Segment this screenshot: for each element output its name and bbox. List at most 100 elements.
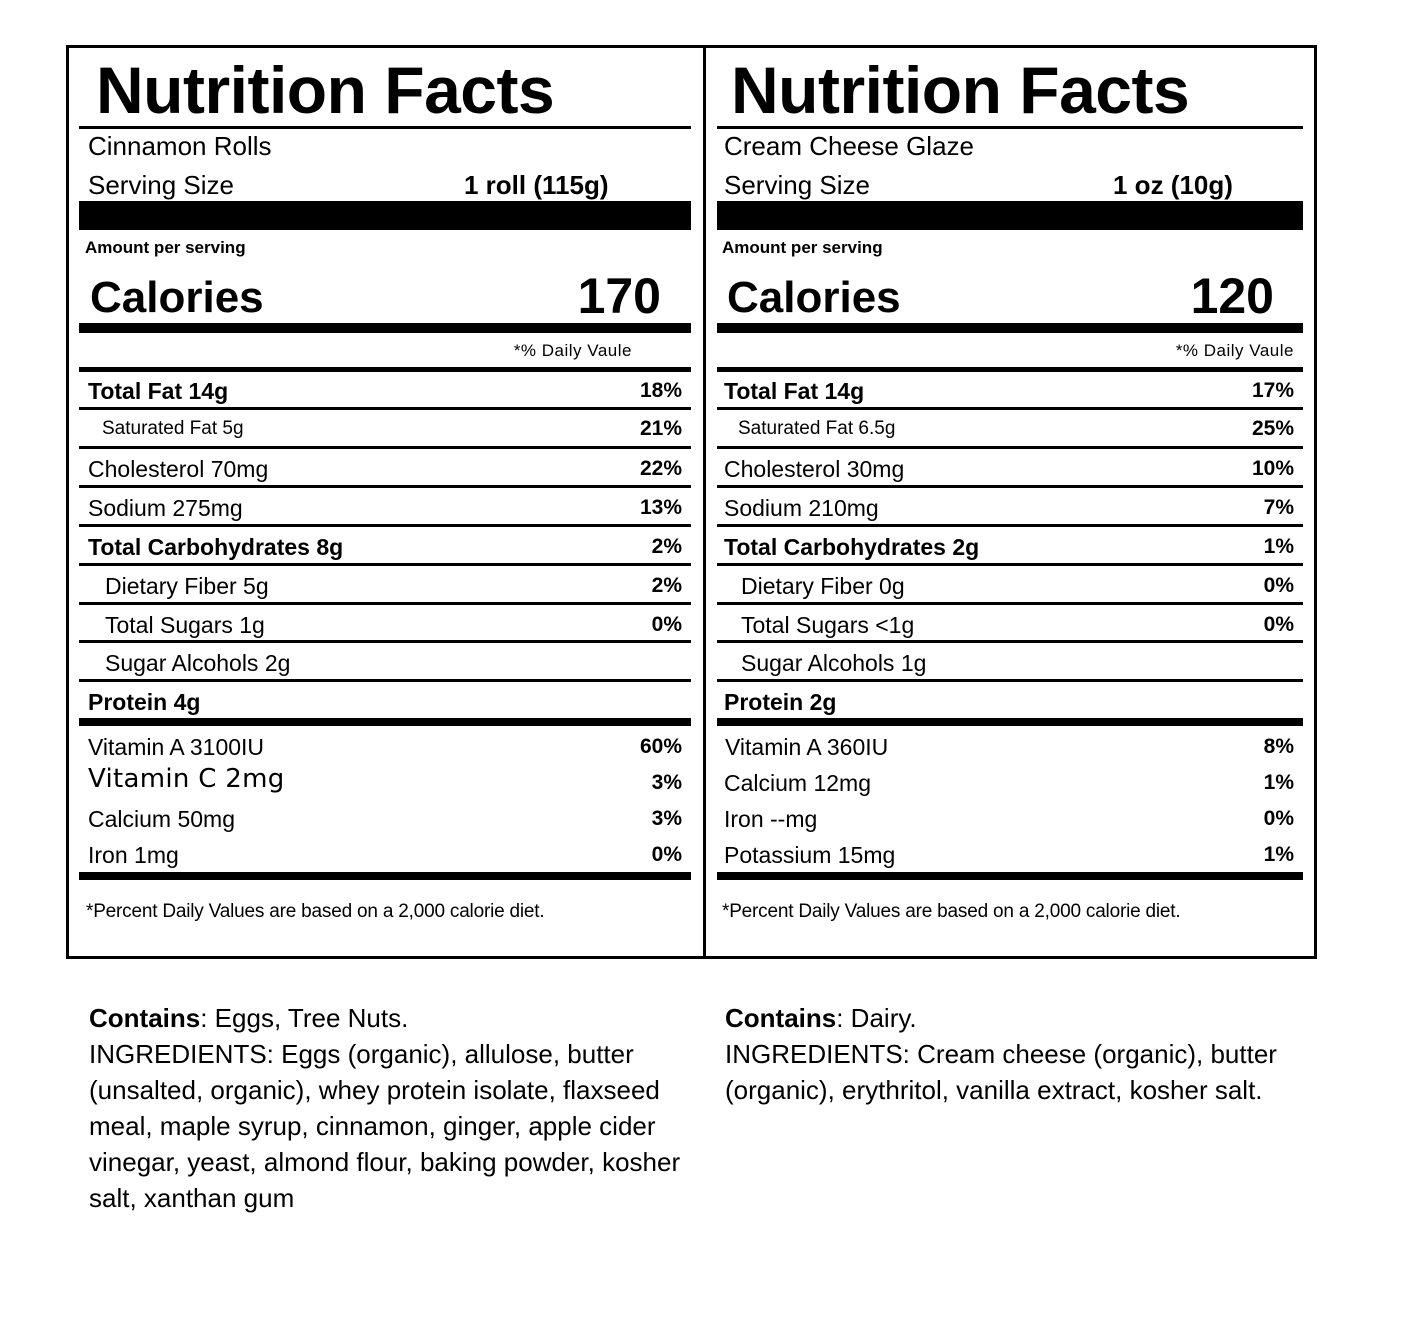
contains-value: : Eggs, Tree Nuts.	[200, 1003, 409, 1033]
ingredients-text: INGREDIENTS: Eggs (organic), allulose, b…	[89, 1039, 681, 1213]
nutrient-percent: 2%	[651, 535, 682, 558]
nutrient-label: Saturated Fat 5g	[102, 418, 244, 439]
nutrient-percent: 13%	[639, 496, 682, 519]
nutrient-percent: 0%	[651, 613, 682, 636]
calories-rule	[79, 323, 691, 333]
divider-line	[717, 679, 1303, 682]
contains-label: Contains	[725, 1003, 837, 1033]
vitamin-row: Calcium 12mg 1%	[717, 764, 1303, 800]
nutrient-label: Protein 2g	[724, 689, 837, 715]
nutrient-percent: 25%	[1251, 417, 1294, 440]
divider-line	[717, 446, 1303, 449]
footer-rule	[717, 872, 1303, 880]
vitamin-percent: 8%	[1263, 735, 1294, 758]
vitamin-label: Calcium 50mg	[88, 806, 235, 832]
nutrient-row: Total Sugars 1g 0%	[79, 606, 691, 642]
nutrient-row: Total Fat 14g 17%	[717, 372, 1303, 408]
vitamin-percent: 0%	[651, 843, 682, 866]
divider-line	[79, 485, 691, 488]
vitamin-row: Iron 1mg 0%	[79, 836, 691, 872]
calories-value: 120	[1190, 268, 1274, 324]
vitamin-rule	[79, 718, 691, 726]
nutrient-row: Saturated Fat 6.5g 25%	[717, 410, 1303, 446]
divider-line	[717, 367, 1303, 372]
vitamin-percent: 60%	[639, 735, 682, 758]
nutrient-label: Total Sugars 1g	[105, 612, 265, 638]
vitamin-row: Calcium 50mg 3%	[79, 800, 691, 836]
nutrient-row: Protein 2g	[717, 683, 1303, 719]
panel-title: Nutrition Facts	[731, 53, 1190, 127]
vitamin-percent: 1%	[1263, 771, 1294, 794]
footnote: *Percent Daily Values are based on a 2,0…	[722, 901, 1181, 922]
vitamin-label: Iron 1mg	[88, 842, 179, 868]
nutrient-row: Protein 4g	[79, 683, 691, 719]
vitamin-label: Vitamin C 2mg	[88, 764, 285, 794]
nutrient-label: Sodium 210mg	[724, 495, 879, 521]
nutrient-label: Dietary Fiber 5g	[105, 573, 269, 599]
vitamin-row: Potassium 15mg 1%	[717, 836, 1303, 872]
nutrition-panel-cinnamon-rolls: Nutrition Facts Cinnamon Rolls Serving S…	[79, 0, 691, 922]
nutrient-label: Sugar Alcohols 2g	[105, 650, 291, 676]
nutrient-row: Total Sugars <1g 0%	[717, 606, 1303, 642]
nutrient-row: Saturated Fat 5g 21%	[79, 410, 691, 446]
nutrient-row: Total Carbohydrates 2g 1%	[717, 528, 1303, 564]
serving-size-value: 1 oz (10g)	[1113, 170, 1233, 200]
ingredients-cinnamon-rolls: Contains: Eggs, Tree Nuts. INGREDIENTS: …	[89, 1000, 689, 1242]
nutrient-percent: 2%	[651, 574, 682, 597]
divider-line	[79, 524, 691, 527]
footer-rule	[79, 872, 691, 880]
panel-divider	[703, 45, 706, 959]
vitamin-label: Potassium 15mg	[724, 842, 896, 868]
nutrient-row: Cholesterol 30mg 10%	[717, 450, 1303, 486]
nutrient-percent: 18%	[639, 379, 682, 402]
serving-size-label: Serving Size	[724, 170, 870, 200]
nutrient-row: Sugar Alcohols 1g	[717, 644, 1303, 680]
vitamin-percent: 1%	[1263, 843, 1294, 866]
divider-line	[79, 446, 691, 449]
nutrient-label: Sugar Alcohols 1g	[741, 650, 927, 676]
divider-line	[79, 640, 691, 643]
divider-line	[79, 367, 691, 372]
daily-value-header: *% Daily Vaule	[1175, 341, 1294, 360]
product-name: Cinnamon Rolls	[88, 131, 272, 161]
divider-line	[717, 407, 1303, 410]
nutrient-percent: 10%	[1251, 457, 1294, 480]
vitamin-row: Vitamin A 360IU 8%	[717, 728, 1303, 764]
nutrient-row: Sodium 275mg 13%	[79, 489, 691, 525]
calories-value: 170	[577, 268, 661, 324]
nutrient-label: Total Fat 14g	[724, 378, 865, 404]
divider-line	[79, 407, 691, 410]
calories-label: Calories	[90, 273, 264, 322]
vitamin-label: Iron --mg	[724, 806, 818, 832]
nutrient-label: Cholesterol 30mg	[724, 456, 905, 482]
vitamin-rule	[717, 718, 1303, 726]
serving-size-label: Serving Size	[88, 170, 234, 200]
nutrient-label: Cholesterol 70mg	[88, 456, 269, 482]
nutrient-row: Dietary Fiber 0g 0%	[717, 567, 1303, 603]
nutrient-label: Total Sugars <1g	[741, 612, 915, 638]
daily-value-header: *% Daily Vaule	[513, 341, 632, 360]
footnote: *Percent Daily Values are based on a 2,0…	[86, 901, 545, 922]
nutrient-percent: 0%	[1263, 613, 1294, 636]
nutrient-percent: 1%	[1263, 535, 1294, 558]
nutrient-label: Dietary Fiber 0g	[741, 573, 905, 599]
product-name: Cream Cheese Glaze	[724, 131, 974, 161]
nutrient-percent: 17%	[1251, 379, 1294, 402]
serving-size-value: 1 roll (115g)	[464, 170, 609, 200]
vitamin-row: Iron --mg 0%	[717, 800, 1303, 836]
nutrient-label: Protein 4g	[88, 689, 201, 715]
divider-line	[79, 679, 691, 682]
divider-line	[717, 485, 1303, 488]
calories-rule	[717, 323, 1303, 333]
contains-value: : Dairy.	[836, 1003, 917, 1033]
nutrient-percent: 21%	[639, 417, 682, 440]
vitamin-label: Vitamin A 360IU	[725, 734, 889, 760]
nutrient-row: Sodium 210mg 7%	[717, 489, 1303, 525]
vitamin-percent: 3%	[651, 807, 682, 830]
nutrient-row: Cholesterol 70mg 22%	[79, 450, 691, 486]
nutrient-percent: 0%	[1263, 574, 1294, 597]
vitamin-percent: 0%	[1263, 807, 1294, 830]
nutrient-row: Sugar Alcohols 2g	[79, 644, 691, 680]
nutrient-percent: 7%	[1263, 496, 1294, 519]
nutrition-labels-frame	[66, 45, 1317, 959]
